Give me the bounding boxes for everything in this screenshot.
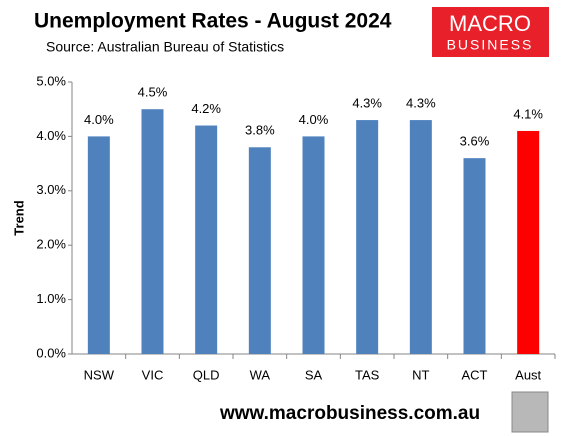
data-label: 4.3% bbox=[352, 96, 382, 111]
bar bbox=[356, 120, 379, 354]
bar bbox=[302, 136, 325, 354]
logo-text: BUSINESS bbox=[447, 37, 534, 53]
logo-text: MACRO bbox=[449, 11, 531, 36]
data-label: 4.5% bbox=[138, 85, 168, 100]
bar bbox=[248, 147, 271, 354]
bar bbox=[409, 120, 432, 354]
data-label: 4.3% bbox=[406, 96, 436, 111]
data-label: 4.0% bbox=[299, 112, 329, 127]
logo-box bbox=[432, 7, 549, 57]
data-label: 4.0% bbox=[84, 112, 114, 127]
data-label: 3.6% bbox=[460, 134, 490, 149]
data-label: 4.2% bbox=[191, 101, 221, 116]
wolf-icon bbox=[511, 391, 549, 433]
x-tick-label: VIC bbox=[142, 367, 164, 382]
x-tick-label: NT bbox=[412, 367, 429, 382]
y-tick-label: 4.0% bbox=[36, 128, 66, 143]
y-tick-label: 1.0% bbox=[36, 291, 66, 306]
y-tick-label: 5.0% bbox=[36, 73, 66, 88]
x-tick-label: NSW bbox=[84, 367, 115, 382]
y-tick-label: 2.0% bbox=[36, 237, 66, 252]
bar bbox=[463, 158, 486, 354]
x-tick-label: WA bbox=[250, 367, 271, 382]
chart-title: Unemployment Rates - August 2024 bbox=[34, 10, 392, 33]
x-tick-label: Aust bbox=[515, 367, 541, 382]
x-tick-label: TAS bbox=[355, 367, 380, 382]
chart-subtitle: Source: Australian Bureau of Statistics bbox=[46, 39, 284, 55]
data-label: 4.1% bbox=[513, 106, 543, 121]
data-label: 3.8% bbox=[245, 123, 275, 138]
bar bbox=[517, 130, 540, 354]
x-tick-label: QLD bbox=[193, 367, 220, 382]
x-tick-label: ACT bbox=[462, 367, 488, 382]
y-tick-label: 0.0% bbox=[36, 345, 66, 360]
x-tick-label: SA bbox=[305, 367, 323, 382]
y-axis-label: Trend bbox=[11, 200, 26, 235]
bar bbox=[195, 125, 218, 355]
y-tick-label: 3.0% bbox=[36, 182, 66, 197]
bar bbox=[141, 109, 164, 354]
bar bbox=[87, 136, 110, 354]
footer: www.macrobusiness.com.au bbox=[219, 403, 480, 424]
